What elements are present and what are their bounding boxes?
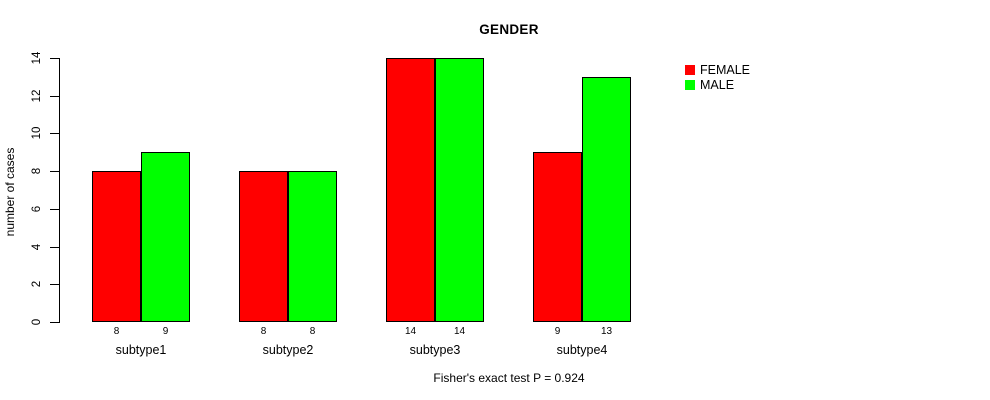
legend-swatch-male [685, 79, 695, 90]
y-tick-label: 2 [31, 280, 43, 288]
legend-label-female: FEMALE [700, 62, 751, 77]
bar-value-label-female-subtype4: 9 [554, 326, 561, 337]
bar-value-label-male-subtype3: 14 [453, 326, 466, 337]
bar-value-label-male-subtype2: 8 [309, 326, 316, 337]
y-tick [50, 284, 59, 285]
legend-item-male: MALE [685, 77, 750, 92]
y-tick [50, 96, 59, 97]
y-tick-label: 14 [31, 51, 43, 65]
legend-swatch-female [685, 64, 695, 75]
bar-value-label-male-subtype1: 9 [162, 326, 169, 337]
bar-female-subtype1 [92, 171, 141, 322]
bar-female-subtype3 [386, 58, 435, 322]
bar-value-label-female-subtype3: 14 [404, 326, 417, 337]
x-category-label-subtype1: subtype1 [115, 343, 167, 357]
x-category-label-subtype2: subtype2 [262, 343, 314, 357]
bar-male-subtype4 [582, 76, 631, 322]
annotation-text: Fisher's exact test P = 0.924 [433, 371, 585, 385]
y-tick [50, 209, 59, 210]
y-tick [50, 58, 59, 59]
y-tick [50, 171, 59, 172]
bar-value-label-female-subtype2: 8 [260, 326, 267, 337]
legend-item-female: FEMALE [685, 62, 750, 77]
bar-value-label-female-subtype1: 8 [113, 326, 120, 337]
chart-title: GENDER [479, 22, 539, 37]
y-tick [50, 133, 59, 134]
y-tick-label: 0 [31, 318, 43, 326]
y-tick [50, 322, 59, 323]
y-tick-label: 4 [31, 243, 43, 251]
y-tick-label: 12 [31, 89, 43, 103]
bar-female-subtype2 [239, 171, 288, 322]
bar-male-subtype1 [141, 152, 190, 322]
y-tick-label: 8 [31, 167, 43, 175]
y-tick [50, 247, 59, 248]
legend-label-male: MALE [700, 77, 735, 92]
bar-female-subtype4 [533, 152, 582, 322]
legend: FEMALE MALE [685, 62, 750, 92]
y-tick-label: 10 [31, 126, 43, 140]
bar-value-label-male-subtype4: 13 [600, 326, 613, 337]
x-category-label-subtype3: subtype3 [409, 343, 461, 357]
y-axis [59, 58, 60, 323]
x-category-label-subtype4: subtype4 [556, 343, 608, 357]
y-tick-label: 6 [31, 205, 43, 213]
bar-male-subtype3 [435, 58, 484, 322]
bar-male-subtype2 [288, 171, 337, 322]
